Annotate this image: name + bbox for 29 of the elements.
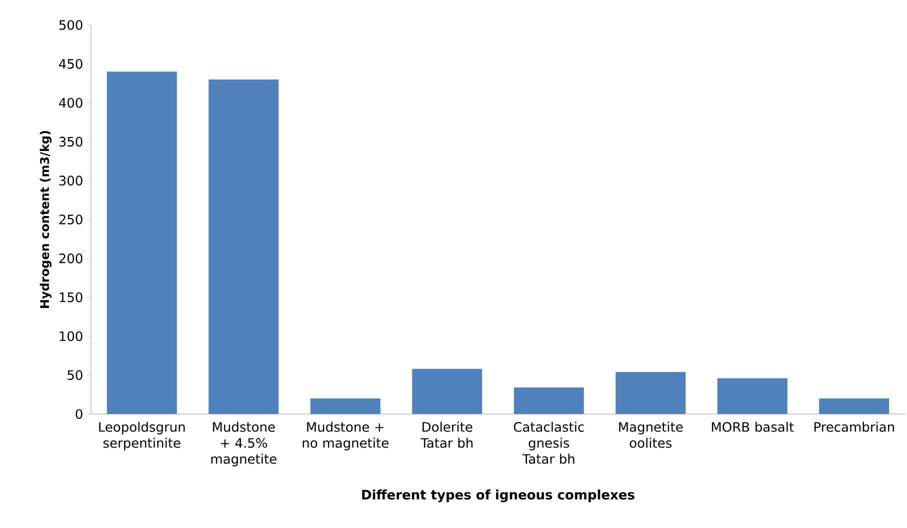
y-tick-label: 300 xyxy=(59,176,82,186)
x-tick-label: Mudstone + 4.5% magnetite xyxy=(211,422,276,466)
bar xyxy=(819,398,890,414)
y-tick-label: 100 xyxy=(60,331,82,342)
y-axis-title: Hydrogen content (m3/kg) xyxy=(40,130,52,308)
y-tick-label: 500 xyxy=(59,20,82,30)
bar xyxy=(616,372,686,414)
x-tick-label: Precambrian xyxy=(814,422,894,432)
x-tick-label: Leopoldsgrun serpentinite xyxy=(99,422,185,450)
x-axis-title: Different types of igneous complexes xyxy=(362,490,634,502)
bar xyxy=(310,398,380,414)
bar xyxy=(208,79,279,414)
y-tick-label: 400 xyxy=(59,98,82,108)
x-tick-label: Dolerite Tatar bh xyxy=(420,422,473,448)
y-tick-label: 450 xyxy=(59,58,82,69)
y-tick-label: 0 xyxy=(76,409,82,419)
y-tick-label: 350 xyxy=(59,136,82,147)
y-tick-label: 50 xyxy=(68,370,82,380)
bar xyxy=(106,72,177,414)
y-tick-label: 250 xyxy=(59,214,82,224)
x-tick-label: Magnetite oolites xyxy=(619,422,683,448)
x-tick-label: Mudstone + no magnetite xyxy=(302,422,388,450)
y-tick-label: 200 xyxy=(59,253,82,264)
bar xyxy=(514,388,584,414)
x-tick-label: Cataclastic gnesis Tatar bh xyxy=(514,422,584,464)
x-tick-label: MORB basalt xyxy=(712,422,794,432)
y-tick-label: 150 xyxy=(60,292,82,302)
bar xyxy=(412,368,482,414)
bar xyxy=(717,378,788,414)
